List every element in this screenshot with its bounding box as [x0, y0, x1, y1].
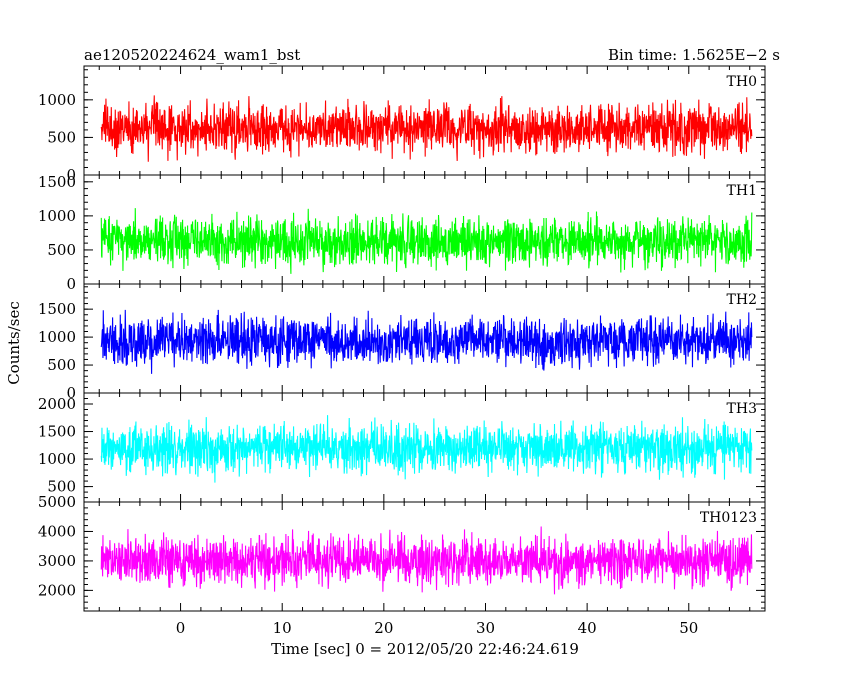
series-line-th1	[100, 208, 753, 274]
y-tick-label: 2000	[38, 395, 76, 413]
series-label-th0123: TH0123	[700, 510, 757, 526]
y-tick-label: 1000	[38, 207, 76, 225]
y-tick-label: 0	[66, 384, 76, 402]
series-line-th2	[100, 309, 753, 374]
series-label-th2: TH2	[727, 292, 757, 308]
y-tick-label: 1500	[38, 300, 76, 318]
series-line-th3	[100, 415, 753, 483]
panels-group: 05001000TH0050010001500TH1050010001500TH…	[38, 65, 766, 637]
y-tick-label: 0	[66, 166, 76, 184]
x-tick-label: 50	[679, 619, 698, 637]
series-label-th0: TH0	[727, 74, 757, 90]
x-tick-label: 20	[374, 619, 393, 637]
y-tick-label: 1000	[38, 328, 76, 346]
chart-title-left: ae120520224624_wam1_bst	[84, 46, 300, 64]
y-tick-label: 500	[47, 478, 76, 496]
y-tick-label: 5000	[38, 493, 76, 511]
y-tick-label: 3000	[38, 552, 76, 570]
series-line-th0123	[100, 526, 753, 595]
x-tick-label: 0	[176, 619, 186, 637]
y-tick-label: 1500	[38, 173, 76, 191]
x-tick-label: 10	[273, 619, 292, 637]
series-line-th0	[100, 95, 753, 162]
x-tick-label: 30	[476, 619, 495, 637]
y-tick-label: 1500	[38, 423, 76, 441]
x-axis-label: Time [sec] 0 = 2012/05/20 22:46:24.619	[271, 640, 579, 658]
chart-title-right: Bin time: 1.5625E−2 s	[608, 46, 780, 64]
y-axis-label: Counts/sec	[5, 301, 23, 385]
y-tick-label: 0	[66, 275, 76, 293]
series-label-th1: TH1	[727, 183, 757, 199]
x-tick-label: 40	[578, 619, 597, 637]
y-tick-label: 500	[47, 241, 76, 259]
y-tick-label: 500	[47, 128, 76, 146]
y-tick-label: 2000	[38, 581, 76, 599]
y-tick-label: 500	[47, 356, 76, 374]
y-tick-label: 1000	[38, 91, 76, 109]
y-tick-label: 1000	[38, 450, 76, 468]
y-tick-label: 4000	[38, 522, 76, 540]
series-label-th3: TH3	[727, 401, 757, 417]
